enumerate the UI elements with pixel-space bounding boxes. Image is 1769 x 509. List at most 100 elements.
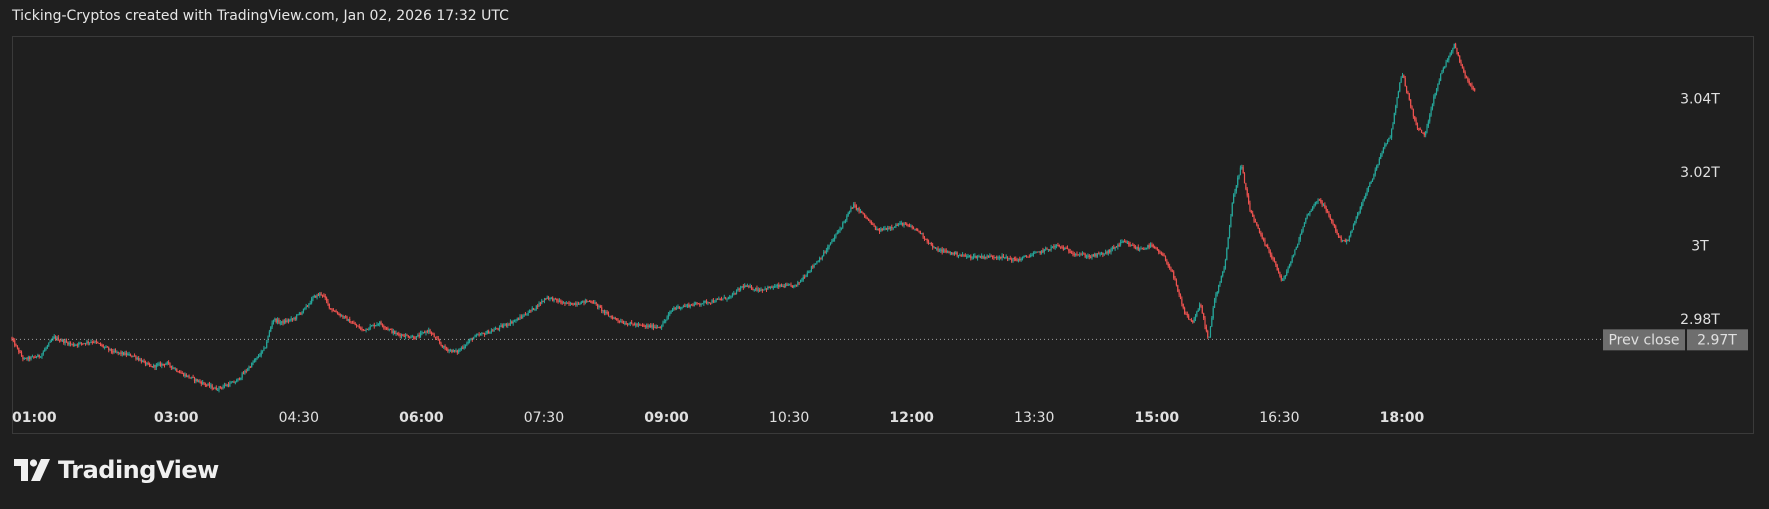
candle-body	[365, 328, 367, 331]
candle	[888, 226, 890, 230]
candle-body	[473, 337, 475, 340]
candle-body	[678, 306, 680, 309]
candle-body	[1288, 264, 1291, 268]
candle-body	[1147, 245, 1149, 248]
candle-body	[866, 218, 868, 220]
candle	[1228, 224, 1231, 239]
tradingview-logo[interactable]: TradingView	[14, 456, 219, 484]
candle	[842, 221, 844, 230]
candle-body	[354, 323, 356, 326]
candle-body	[677, 306, 679, 308]
candle-body	[741, 286, 743, 288]
candle	[1284, 274, 1286, 280]
candle	[1404, 76, 1406, 87]
candle-body	[704, 301, 706, 303]
candle-body	[793, 285, 795, 288]
candle-body	[1465, 76, 1468, 78]
candle	[1464, 70, 1466, 79]
candle	[1113, 244, 1115, 250]
candle	[1467, 76, 1469, 83]
candle-body	[101, 345, 103, 347]
candle-body	[468, 339, 471, 342]
candle-body	[449, 349, 452, 351]
candle-body	[1474, 88, 1476, 91]
candle	[441, 344, 443, 348]
candle-body	[1152, 244, 1154, 247]
candle	[647, 323, 649, 330]
candle-body	[1133, 245, 1135, 248]
candle	[945, 248, 947, 254]
candle-body	[1016, 260, 1018, 262]
candle	[783, 283, 785, 289]
candle-body	[1220, 275, 1222, 283]
candle	[1415, 117, 1417, 126]
candle-body	[1091, 254, 1093, 258]
candle	[143, 358, 145, 364]
candle	[588, 300, 591, 303]
candle-body	[440, 342, 442, 345]
candle	[1392, 122, 1394, 130]
candle-body	[1335, 226, 1337, 232]
candle	[335, 309, 337, 313]
candle-body	[30, 356, 32, 360]
candle	[582, 300, 584, 304]
candle-body	[942, 250, 945, 253]
candle	[1201, 305, 1203, 314]
candle	[1159, 250, 1161, 254]
candle-body	[549, 297, 551, 299]
candle-body	[557, 300, 559, 302]
candle	[1143, 247, 1145, 250]
candle	[832, 238, 834, 242]
candle-body	[48, 342, 50, 346]
candle	[874, 225, 877, 231]
candle	[1223, 265, 1225, 273]
candle-body	[508, 324, 510, 326]
candle-body	[1388, 137, 1390, 140]
candle	[726, 298, 728, 302]
candle-body	[1468, 80, 1470, 84]
candle-body	[120, 352, 122, 355]
candle	[165, 362, 167, 366]
candle	[1024, 254, 1026, 257]
time-axis[interactable]: 01:00 03:00 04:30 06:00 07:30 09:00 10:30 12:00…	[12, 410, 1424, 426]
x-tick-label: 15:00	[1135, 410, 1180, 426]
candle	[306, 305, 309, 308]
candle-body	[814, 263, 817, 265]
candle-body	[945, 250, 947, 252]
candle	[72, 342, 74, 347]
candle-body	[603, 310, 606, 313]
candle-body	[764, 288, 766, 290]
candle	[887, 225, 889, 232]
candle	[1282, 278, 1284, 281]
candle	[488, 329, 490, 334]
candle	[86, 339, 88, 345]
candle-body	[1148, 245, 1150, 248]
candle	[966, 254, 968, 260]
candle	[16, 345, 19, 350]
candle	[1075, 253, 1077, 257]
chart-frame[interactable]	[12, 36, 1754, 434]
candle-body	[1264, 240, 1266, 245]
candle	[866, 216, 868, 220]
candle-body	[983, 256, 985, 259]
candle	[219, 385, 221, 389]
candle-body	[507, 324, 509, 326]
candle-body	[944, 250, 946, 252]
candle-body	[545, 298, 547, 300]
candle-body	[1317, 199, 1319, 202]
candle-body	[1377, 164, 1379, 167]
candle-body	[475, 335, 478, 337]
candle	[531, 306, 533, 312]
candle	[542, 300, 544, 303]
candle	[178, 370, 181, 374]
candle-body	[738, 288, 740, 290]
candle-body	[293, 318, 295, 320]
candle-body	[870, 221, 872, 225]
candle	[440, 341, 442, 347]
candle-body	[1134, 247, 1137, 249]
candle	[1295, 246, 1297, 250]
candle-body	[1423, 133, 1425, 136]
candle-body	[1212, 307, 1214, 319]
